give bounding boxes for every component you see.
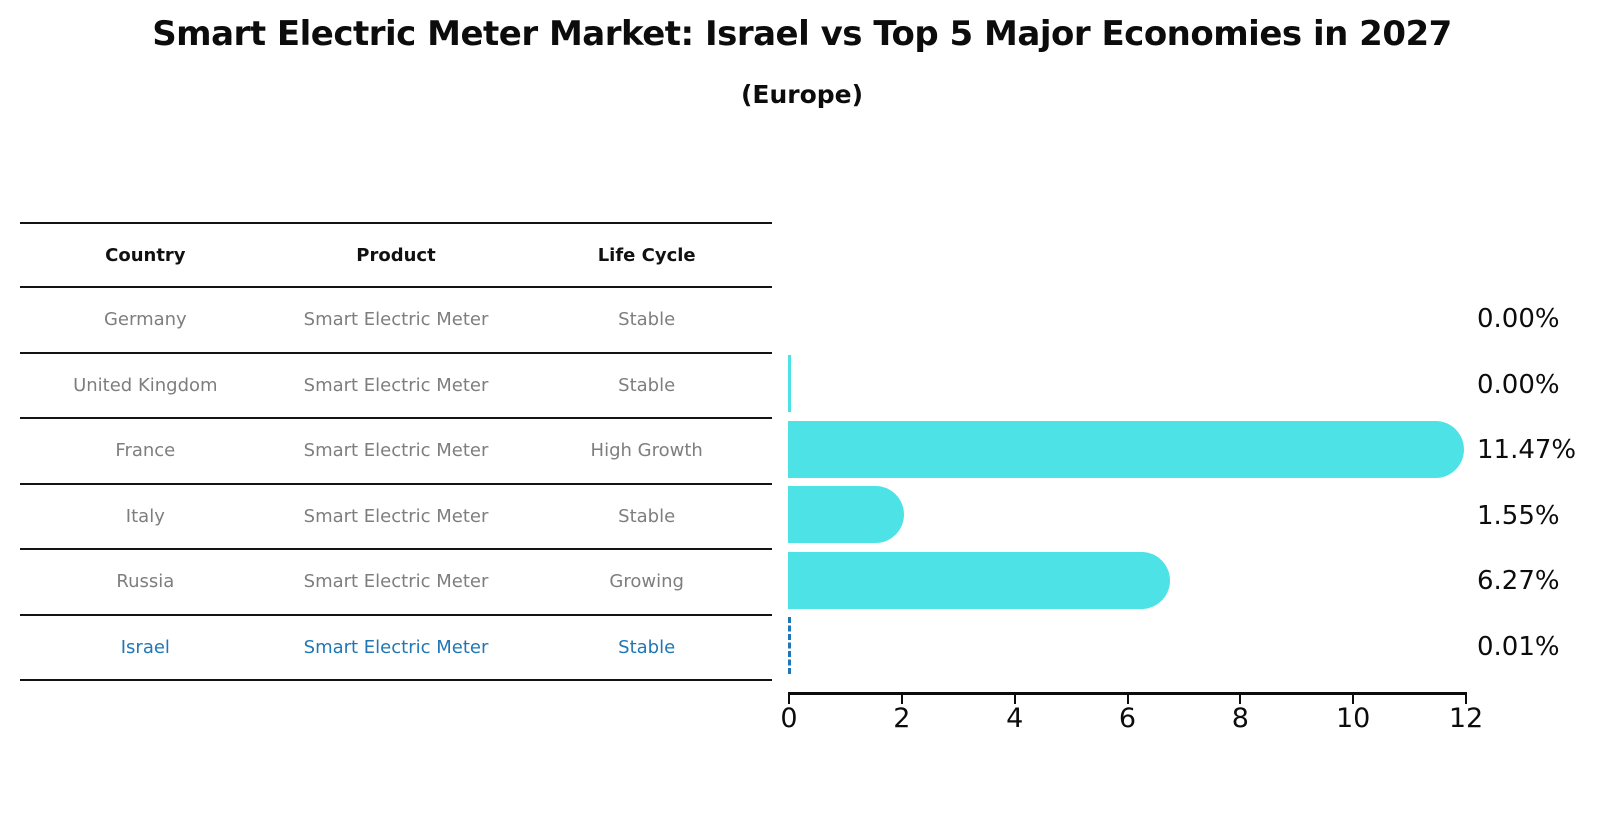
cell-life-cycle: Stable <box>618 636 676 658</box>
cell-life-cycle: High Growth <box>590 440 703 462</box>
x-axis-tick-label: 0 <box>780 703 798 734</box>
bar-russia <box>788 551 1171 609</box>
cell-product: Smart Electric Meter <box>303 440 489 462</box>
x-axis-tick-label: 2 <box>893 703 911 734</box>
table-row: Italy Smart Electric Meter Stable <box>20 485 772 550</box>
cell-life-cycle: Growing <box>609 571 684 593</box>
value-label-united-kingdom: 0.00% <box>1477 369 1560 400</box>
column-header-country: Country <box>105 244 186 266</box>
cell-product: Smart Electric Meter <box>303 374 489 396</box>
cell-country: Italy <box>125 505 165 527</box>
column-header-life-cycle: Life Cycle <box>597 244 696 266</box>
bar-italy <box>788 486 904 544</box>
table-row: France Smart Electric Meter High Growth <box>20 419 772 485</box>
cell-life-cycle: Stable <box>618 505 676 527</box>
value-label-russia: 6.27% <box>1477 566 1560 597</box>
cell-country: Germany <box>103 309 187 331</box>
cell-country: Israel <box>120 636 170 658</box>
cell-country: United Kingdom <box>73 374 218 396</box>
x-axis-tick <box>1352 695 1355 704</box>
bar-france <box>788 420 1464 478</box>
dashed-marker-israel <box>788 617 791 675</box>
table-row-highlighted: Israel Smart Electric Meter Stable <box>20 616 772 681</box>
x-axis-tick-label: 4 <box>1006 703 1024 734</box>
table-row: United Kingdom Smart Electric Meter Stable <box>20 354 772 419</box>
country-table-header: Country Product Life Cycle <box>20 222 772 288</box>
chart-subtitle: (Europe) <box>740 80 864 109</box>
x-axis-tick <box>1013 695 1016 704</box>
country-table: Country Product Life Cycle Germany Smart … <box>20 222 772 681</box>
country-table-body: Germany Smart Electric Meter Stable United … <box>20 288 772 681</box>
cell-life-cycle: Stable <box>618 309 676 331</box>
x-axis-tick <box>1239 695 1242 704</box>
x-axis-tick <box>788 695 790 704</box>
x-axis-line <box>788 692 1467 695</box>
bar-united-kingdom <box>788 355 791 413</box>
value-label-germany: 0.00% <box>1477 304 1560 335</box>
x-axis-tick-label: 8 <box>1231 703 1249 734</box>
cell-life-cycle: Stable <box>618 374 676 396</box>
x-axis-tick-label: 10 <box>1335 703 1371 734</box>
x-axis-tick-label: 12 <box>1448 703 1484 734</box>
cell-product: Smart Electric Meter <box>303 309 489 331</box>
x-axis-tick <box>1465 695 1467 704</box>
table-row: Russia Smart Electric Meter Growing <box>20 550 772 616</box>
value-label-italy: 1.55% <box>1477 500 1560 531</box>
cell-country: France <box>115 440 176 462</box>
x-axis-tick-label: 6 <box>1118 703 1137 734</box>
table-row: Germany Smart Electric Meter Stable <box>20 288 772 354</box>
chart-title: Smart Electric Meter Market: Israel vs T… <box>152 14 1452 54</box>
column-header-product: Product <box>356 244 436 266</box>
cell-product: Smart Electric Meter <box>303 571 489 593</box>
value-label-france: 11.47% <box>1477 435 1577 466</box>
cell-product: Smart Electric Meter <box>303 636 489 658</box>
x-axis-tick <box>1126 695 1129 704</box>
cell-country: Russia <box>116 571 175 593</box>
x-axis-tick <box>900 695 903 704</box>
value-label-israel: 0.01% <box>1477 631 1560 662</box>
cell-product: Smart Electric Meter <box>303 505 489 527</box>
